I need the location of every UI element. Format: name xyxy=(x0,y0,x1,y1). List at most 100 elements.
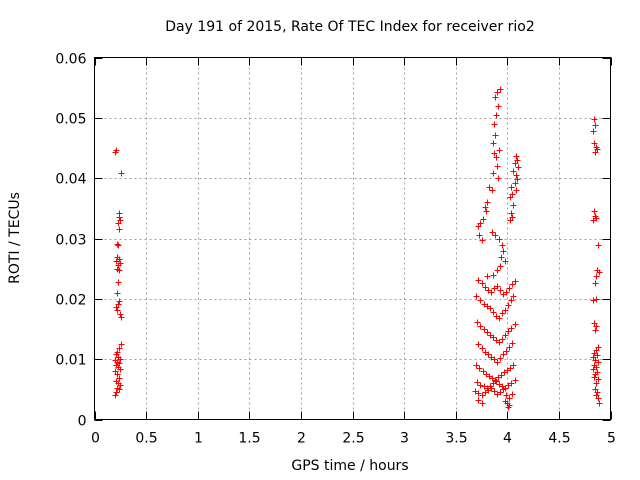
x-tick-label: 0 xyxy=(91,431,100,447)
data-point xyxy=(116,267,123,274)
data-point xyxy=(491,356,498,363)
data-point xyxy=(500,351,507,358)
data-point xyxy=(594,352,601,359)
data-point xyxy=(590,217,597,224)
data-point xyxy=(479,392,486,399)
data-point xyxy=(498,254,505,261)
grid-lines xyxy=(94,57,611,420)
data-point xyxy=(593,323,600,330)
data-point xyxy=(493,378,500,385)
data-point xyxy=(593,380,600,387)
data-point xyxy=(506,395,513,402)
data-point xyxy=(490,170,497,177)
data-point xyxy=(476,365,483,372)
data-point xyxy=(118,314,125,321)
data-point xyxy=(115,220,122,227)
data-point xyxy=(492,132,499,139)
data-point xyxy=(116,386,123,393)
x-axis-label: GPS time / hours xyxy=(291,458,408,474)
data-point xyxy=(515,164,522,171)
data-point xyxy=(115,279,122,286)
data-point xyxy=(479,280,486,287)
data-point xyxy=(592,280,599,287)
x-tick-label: 3 xyxy=(400,431,409,447)
data-point xyxy=(116,226,123,233)
data-point xyxy=(502,258,509,265)
data-point xyxy=(507,217,514,224)
y-tick-label: 0.04 xyxy=(55,172,86,188)
data-point xyxy=(505,302,512,309)
data-point xyxy=(475,223,482,230)
data-point xyxy=(512,180,519,187)
data-point xyxy=(117,366,124,373)
data-point xyxy=(475,341,482,348)
data-point xyxy=(593,273,600,280)
data-point xyxy=(496,236,503,243)
data-point xyxy=(491,121,498,128)
data-point xyxy=(493,112,500,119)
data-point xyxy=(493,154,500,161)
data-point xyxy=(508,325,515,332)
data-point xyxy=(498,372,505,379)
data-point xyxy=(514,176,521,183)
x-tick-label: 5 xyxy=(607,431,616,447)
data-point xyxy=(488,385,495,392)
data-point xyxy=(510,293,517,300)
data-point xyxy=(500,386,507,393)
data-point xyxy=(484,273,491,280)
data-point xyxy=(482,284,489,291)
data-point xyxy=(490,309,497,316)
data-point xyxy=(496,339,503,346)
x-tick-label: 0.5 xyxy=(135,431,157,447)
data-point xyxy=(591,116,598,123)
data-point xyxy=(592,371,599,378)
data-point xyxy=(503,348,510,355)
y-tick-label: 0.05 xyxy=(55,112,86,128)
y-tick-label: 0 xyxy=(78,414,87,430)
x-tick-label: 1.5 xyxy=(238,431,260,447)
data-point xyxy=(499,310,506,317)
data-point xyxy=(479,345,486,352)
data-point xyxy=(489,187,496,194)
data-point xyxy=(477,382,484,389)
data-point xyxy=(506,285,513,292)
data-point xyxy=(509,391,516,398)
data-point xyxy=(497,389,504,396)
data-point xyxy=(512,377,519,384)
data-point xyxy=(115,262,122,269)
data-point xyxy=(494,283,501,290)
data-point xyxy=(490,334,497,341)
data-point xyxy=(492,232,499,239)
data-point xyxy=(507,365,514,372)
data-point xyxy=(591,140,598,147)
y-tick-label: 0.06 xyxy=(55,52,86,68)
x-tick-labels: 0 0.5 1 1.5 2 2.5 3 3.5 4 4.5 5 xyxy=(91,431,616,447)
data-point xyxy=(497,287,504,294)
data-point xyxy=(474,319,481,326)
data-point xyxy=(595,242,602,249)
x-tick-label: 1 xyxy=(194,431,203,447)
y-tick-labels: 0 0.01 0.02 0.03 0.04 0.05 0.06 xyxy=(55,52,86,430)
x-tick-label: 3.5 xyxy=(445,431,467,447)
data-point xyxy=(594,389,601,396)
data-point xyxy=(513,187,520,194)
data-point xyxy=(494,267,501,274)
data-point xyxy=(502,307,509,314)
data-point xyxy=(595,359,602,366)
y-tick-label: 0.02 xyxy=(55,293,86,309)
data-point xyxy=(112,392,119,399)
data-point xyxy=(494,359,501,366)
data-point xyxy=(508,184,515,191)
data-point xyxy=(499,242,506,249)
data-point xyxy=(500,248,507,255)
data-point xyxy=(495,175,502,182)
data-point xyxy=(117,311,124,318)
data-point xyxy=(116,214,123,221)
data-point xyxy=(595,376,602,383)
data-point xyxy=(477,297,484,304)
data-point xyxy=(480,368,487,375)
data-point xyxy=(475,277,482,284)
data-point xyxy=(513,153,520,160)
data-point xyxy=(490,272,497,279)
data-point xyxy=(476,232,483,239)
